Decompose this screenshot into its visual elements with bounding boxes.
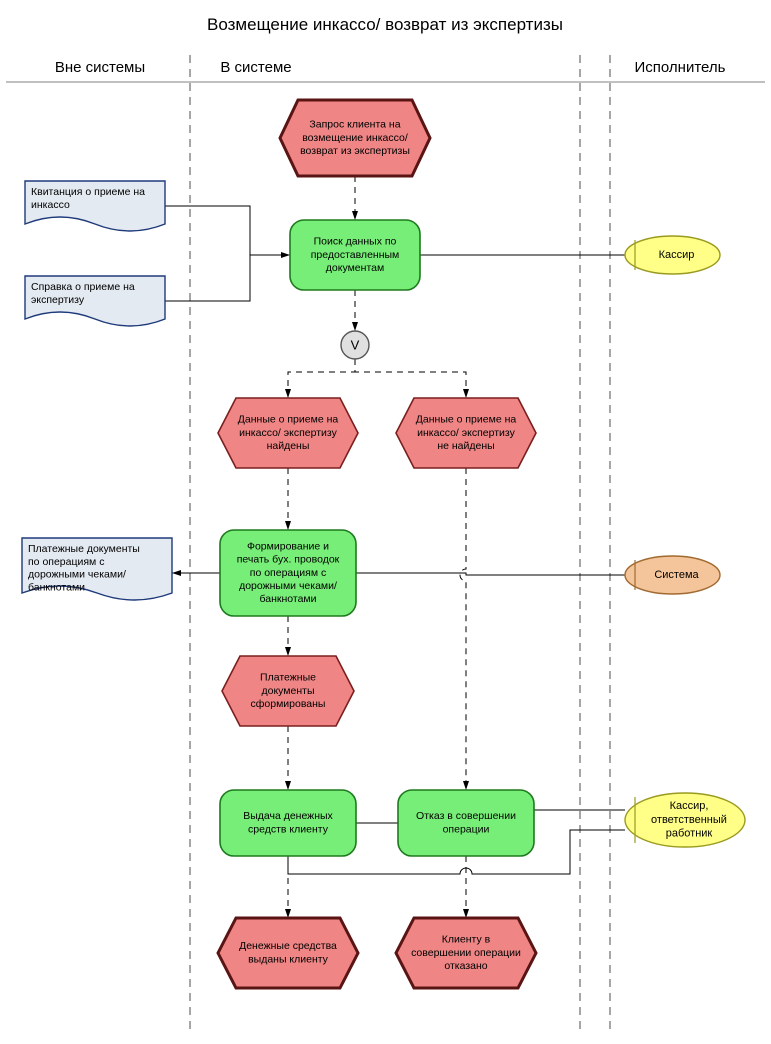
svg-text:работник: работник	[666, 828, 713, 840]
svg-text:Квитанция о приеме на: Квитанция о приеме на	[31, 186, 145, 198]
lane-header-executor: Исполнитель	[635, 59, 726, 76]
svg-text:найдены: найдены	[267, 440, 310, 452]
svg-text:Платежные: Платежные	[260, 672, 316, 684]
svg-text:выданы клиенту: выданы клиенту	[248, 953, 329, 965]
svg-text:Выдача денежных: Выдача денежных	[243, 810, 333, 822]
connector-doc2-to-junction	[165, 255, 250, 301]
svg-text:документам: документам	[326, 262, 384, 274]
hex-hex_found: Данные о приеме наинкассо/ экспертизунай…	[218, 398, 358, 468]
svg-text:Справка о приеме на: Справка о приеме на	[31, 281, 135, 293]
process-p_give: Выдача денежныхсредств клиенту	[220, 790, 356, 856]
svg-text:банкнотами: банкнотами	[28, 581, 85, 593]
svg-text:экспертизу: экспертизу	[31, 294, 85, 306]
gateway-gate: V	[341, 331, 369, 359]
hex-hex_docsdone: Платежныедокументысформированы	[222, 656, 354, 726]
connector-print-to-system	[356, 573, 625, 575]
svg-text:инкассо: инкассо	[31, 199, 70, 211]
svg-text:дорожными чеками/: дорожными чеками/	[28, 569, 126, 581]
svg-text:возврат из экспертизы: возврат из экспертизы	[300, 145, 410, 157]
role-role_system: Система	[625, 556, 720, 594]
svg-text:не найдены: не найдены	[437, 440, 494, 452]
connector-gate-right	[355, 359, 466, 398]
role-role_cashier2: Кассир, ответственный работник	[625, 793, 745, 847]
svg-text:инкассо/ экспертизу: инкассо/ экспертизу	[239, 427, 337, 439]
svg-text:Данные о приеме на: Данные о приеме на	[416, 414, 517, 426]
svg-text:операции: операции	[443, 823, 490, 835]
doc-doc1: Квитанция о приеме наинкассо	[25, 181, 165, 231]
svg-text:Система: Система	[654, 569, 699, 581]
svg-text:Запрос клиента на: Запрос клиента на	[309, 119, 400, 131]
process-p_print: Формирование ипечать бух. проводокпо опе…	[220, 530, 356, 616]
lane-header-inside: В системе	[220, 59, 291, 76]
connector-notfound-to-refuse	[460, 468, 466, 790]
svg-text:возмещение инкассо/: возмещение инкассо/	[302, 132, 408, 144]
process-p_search: Поиск данных попредоставленнымдокументам	[290, 220, 420, 290]
diagram-title: Возмещение инкассо/ возврат из экспертиз…	[207, 15, 563, 34]
svg-text:Поиск данных по: Поиск данных по	[314, 236, 397, 248]
hex-hex_notfound: Данные о приеме наинкассо/ экспертизуне …	[396, 398, 536, 468]
svg-text:по операциям с: по операциям с	[250, 567, 326, 579]
process-p_refuse: Отказ в совершенииоперации	[398, 790, 534, 856]
lane-header-outside: Вне системы	[55, 59, 145, 76]
svg-text:предоставленным: предоставленным	[311, 249, 400, 261]
svg-text:печать бух. проводок: печать бух. проводок	[237, 554, 340, 566]
svg-text:дорожными чеками/: дорожными чеками/	[239, 580, 337, 592]
doc-doc3: Платежные документыпо операциям сдорожны…	[22, 538, 172, 600]
svg-text:Отказ в совершении: Отказ в совершении	[416, 810, 516, 822]
svg-text:Данные о приеме на: Данные о приеме на	[238, 414, 339, 426]
doc-doc2: Справка о приеме наэкспертизу	[25, 276, 165, 326]
svg-text:V: V	[351, 337, 360, 352]
svg-text:ответственный: ответственный	[651, 814, 727, 826]
hex-end_refused: Клиенту всовершении операцииотказано	[396, 918, 536, 988]
svg-text:сформированы: сформированы	[251, 698, 326, 710]
connector-gate-left	[288, 359, 355, 398]
role-role_cashier: Кассир	[625, 236, 720, 274]
svg-text:Кассир,: Кассир,	[670, 800, 709, 812]
svg-text:Денежные средства: Денежные средства	[239, 940, 337, 952]
flowchart-canvas: Возмещение инкассо/ возврат из экспертиз…	[0, 0, 771, 1039]
connector-docs-to-search-h	[165, 206, 290, 255]
hex-start: Запрос клиента навозмещение инкассо/возв…	[280, 100, 430, 176]
svg-text:Формирование и: Формирование и	[247, 541, 329, 553]
hex-end_given: Денежные средствавыданы клиенту	[218, 918, 358, 988]
svg-text:совершении операции: совершении операции	[411, 947, 521, 959]
svg-text:инкассо/ экспертизу: инкассо/ экспертизу	[417, 427, 515, 439]
svg-text:отказано: отказано	[444, 960, 487, 972]
svg-text:Клиенту в: Клиенту в	[442, 934, 491, 946]
svg-text:Кассир: Кассир	[659, 249, 695, 261]
svg-text:по операциям с: по операциям с	[28, 556, 104, 568]
svg-text:средств клиенту: средств клиенту	[248, 823, 329, 835]
svg-text:Платежные документы: Платежные документы	[28, 543, 140, 555]
svg-text:документы: документы	[261, 685, 314, 697]
svg-text:банкнотами: банкнотами	[259, 593, 316, 605]
